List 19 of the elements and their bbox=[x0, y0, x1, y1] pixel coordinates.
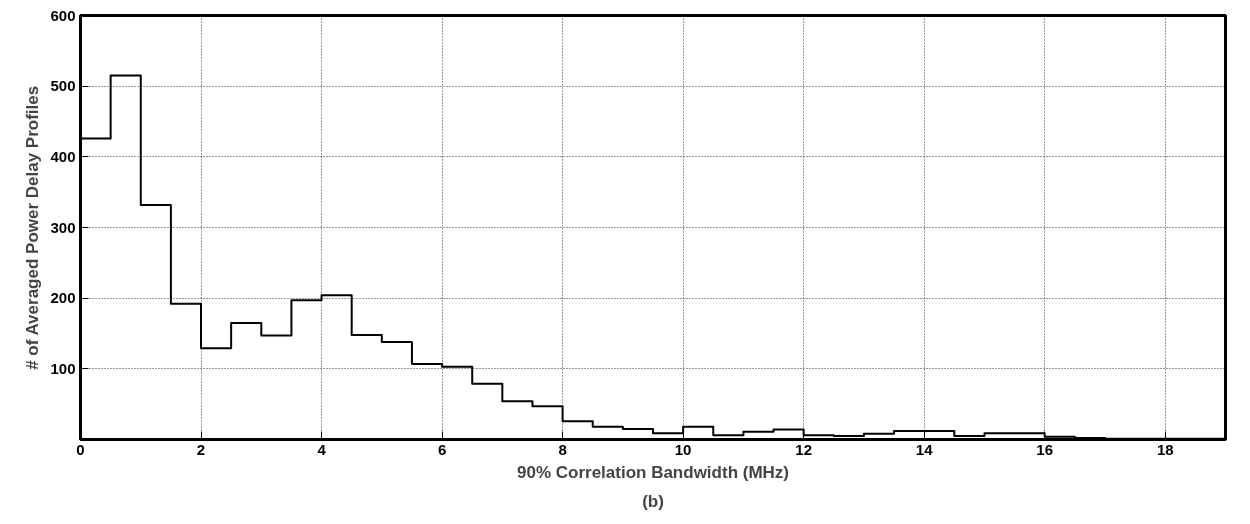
x-tick-label: 6 bbox=[437, 440, 447, 458]
x-tick-label: 16 bbox=[1036, 440, 1054, 458]
y-axis-title: # of Averaged Power Delay Profiles bbox=[23, 85, 43, 370]
x-tick-label: 12 bbox=[795, 440, 812, 458]
y-tick-label: 400 bbox=[50, 147, 76, 165]
x-tick-label: 4 bbox=[317, 440, 327, 458]
text: (b) bbox=[642, 491, 664, 511]
x-tick-label: 14 bbox=[915, 440, 934, 458]
x-tick-label: 2 bbox=[196, 440, 206, 458]
x-tick-label: 10 bbox=[674, 440, 692, 458]
x-tick-label: 18 bbox=[1156, 440, 1174, 458]
y-tick-label: 200 bbox=[50, 289, 76, 307]
y-tick-label: 100 bbox=[50, 359, 76, 377]
x-tick-label: 0 bbox=[76, 440, 85, 458]
y-tick-label: 600 bbox=[50, 6, 76, 24]
y-tick-label: 500 bbox=[50, 77, 76, 95]
x-tick-label: 8 bbox=[558, 440, 567, 458]
y-tick-label: 300 bbox=[50, 218, 76, 236]
x-axis-title: 90% Correlation Bandwidth (MHz) bbox=[517, 462, 790, 482]
